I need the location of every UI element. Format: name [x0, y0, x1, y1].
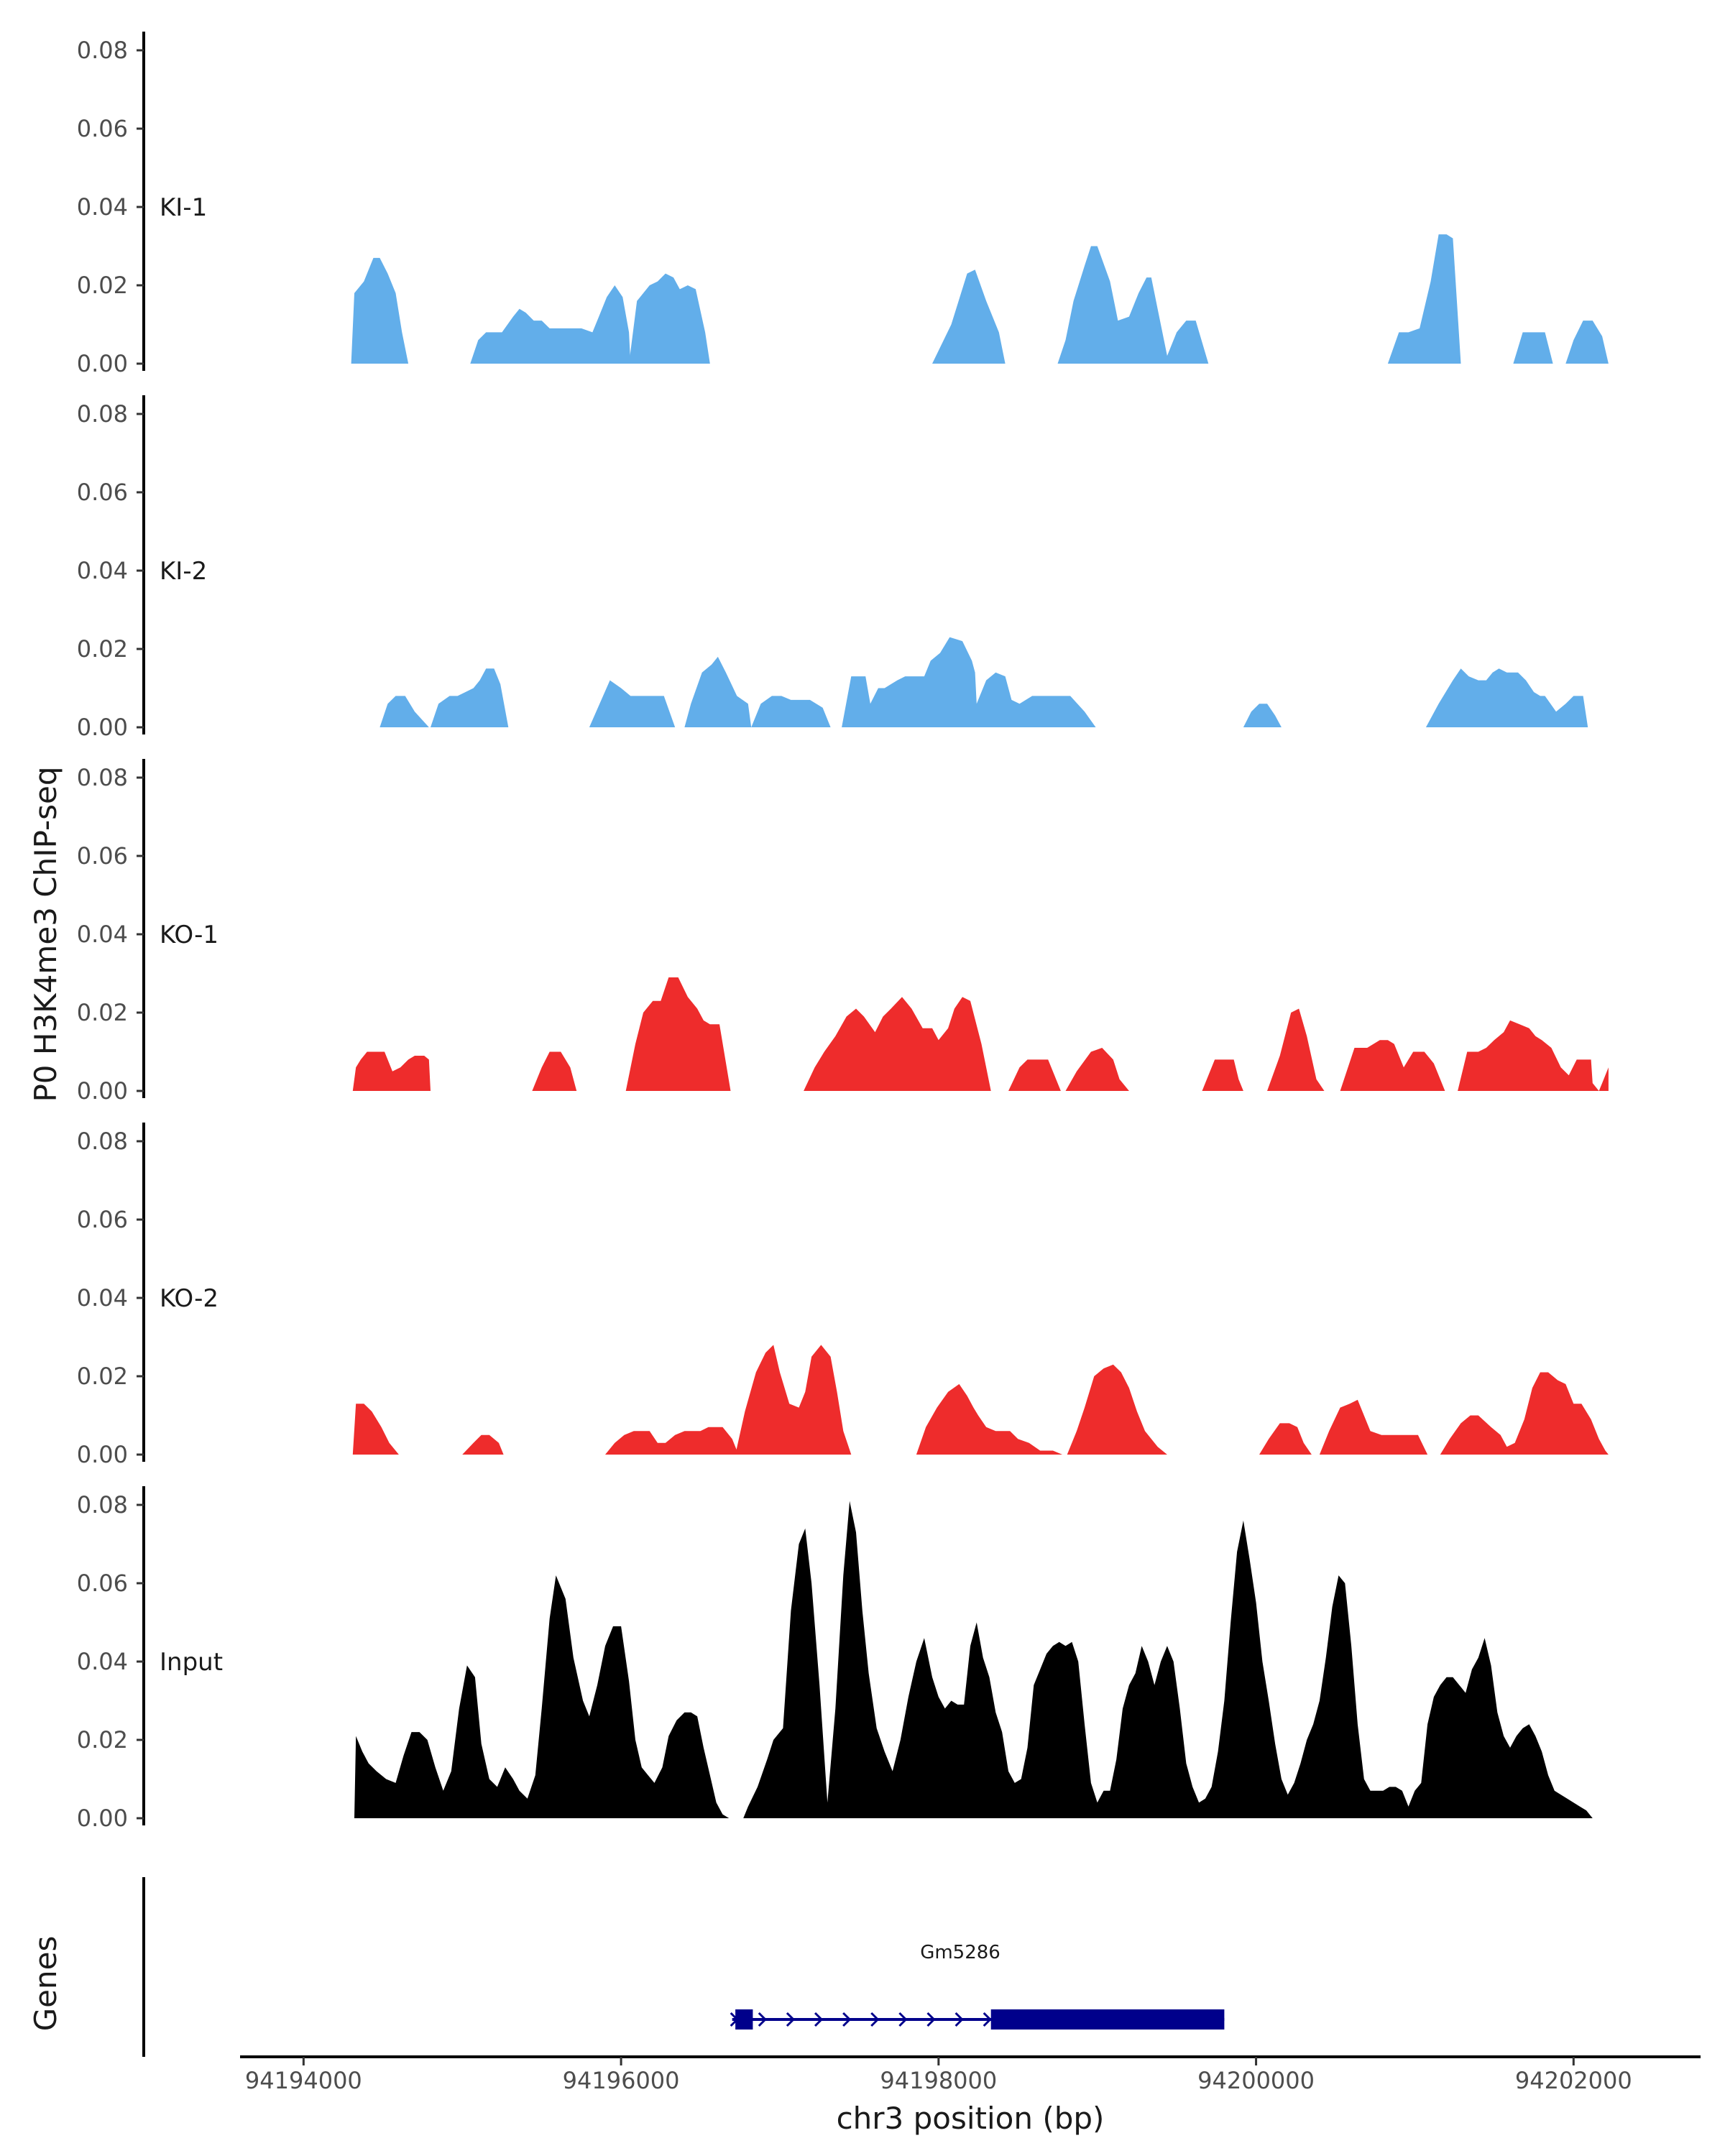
y-tick-label: 0.00: [77, 714, 128, 741]
y-tick-label: 0.06: [77, 479, 128, 506]
genes-label: Genes: [28, 1936, 63, 2032]
signal-area: [1319, 1399, 1428, 1455]
signal-area: [916, 1383, 1063, 1455]
y-tick-label: 0.06: [77, 1570, 128, 1597]
signal-area: [352, 1404, 399, 1455]
gene-models: Gm5286: [730, 1942, 1225, 2030]
signal-area: [629, 273, 710, 364]
signal-area: [1259, 1423, 1312, 1455]
y-tick-label: 0.06: [77, 115, 128, 142]
signal-area: [1008, 1059, 1061, 1091]
strand-arrow: [842, 2012, 852, 2027]
signal-area: [1387, 234, 1461, 364]
signal-area: [431, 668, 509, 727]
signal-area: [743, 1501, 1593, 1818]
y-tick-label: 0.00: [77, 1077, 128, 1105]
signal-area: [351, 257, 409, 364]
y-tick-label: 0.00: [77, 1805, 128, 1832]
y-tick-label: 0.00: [77, 1441, 128, 1468]
x-axis: 94194000 94196000 94198000 94200000 94202000…: [240, 2055, 1701, 2136]
y-tick-label: 0.08: [77, 764, 128, 791]
signal-area: [804, 997, 991, 1091]
y-tick-label: 0.02: [77, 272, 128, 299]
strand-arrow: [983, 2012, 992, 2027]
track-panels: 0.00 0.02 0.04 0.06 0.08 KI-1 0.00 0.02 0.04 0.06…: [77, 32, 1609, 1832]
track-ko-1: 0.00 0.02 0.04 0.06 0.08 KO-1: [77, 759, 1609, 1105]
signal-area: [462, 1434, 504, 1455]
signal-area: [354, 1575, 730, 1818]
signal-area: [1340, 1040, 1445, 1091]
track-ko-2: 0.00 0.02 0.04 0.06 0.08 KO-2: [77, 1123, 1609, 1468]
signal-area: [1202, 1059, 1243, 1091]
signal-area: [735, 1345, 852, 1455]
y-axis-title: P0 H3K4me3 ChIP-seq: [28, 766, 63, 1102]
x-tick-label: 94198000: [880, 2067, 997, 2094]
x-ticks: 94194000 94196000 94198000 94200000 94202000: [245, 2057, 1632, 2094]
signal-area: [589, 680, 676, 727]
strand-arrow: [814, 2012, 824, 2027]
strand-arrow: [954, 2012, 964, 2027]
gene-panel: Genes Gm5286: [28, 1877, 1225, 2057]
track-ki-2: 0.00 0.02 0.04 0.06 0.08 KI-2: [77, 395, 1588, 741]
y-tick-label: 0.04: [77, 1648, 128, 1675]
signal-area: [932, 270, 1006, 364]
x-tick-label: 94196000: [563, 2067, 680, 2094]
strand-arrow: [926, 2012, 936, 2027]
gene-name: Gm5286: [920, 1942, 1000, 1963]
signal-area: [352, 1051, 431, 1091]
signal-area: [684, 656, 831, 727]
track-label: Input: [160, 1648, 223, 1677]
track-input: 0.00 0.02 0.04 0.06 0.08 Input: [77, 1486, 1593, 1832]
signal-area: [1065, 1048, 1129, 1091]
y-tick-label: 0.08: [77, 1128, 128, 1155]
track-label: KI-2: [160, 557, 207, 586]
x-tick-label: 94202000: [1515, 2067, 1632, 2094]
signal-area: [1243, 704, 1282, 727]
y-tick-label: 0.04: [77, 921, 128, 948]
track-label: KO-1: [160, 921, 218, 949]
y-tick-label: 0.04: [77, 1284, 128, 1312]
y-tick-label: 0.02: [77, 1363, 128, 1390]
y-tick-label: 0.00: [77, 350, 128, 377]
gene-exon: [735, 2009, 753, 2030]
y-tick-label: 0.02: [77, 635, 128, 663]
y-tick-label: 0.04: [77, 557, 128, 584]
signal-area: [470, 285, 631, 364]
x-axis-title: chr3 position (bp): [837, 2101, 1105, 2136]
y-tick-label: 0.04: [77, 193, 128, 221]
y-tick-label: 0.06: [77, 842, 128, 870]
signal-area: [605, 1427, 739, 1455]
signal-area: [1513, 332, 1553, 364]
signal-area: [625, 977, 731, 1091]
signal-area: [1425, 668, 1588, 727]
strand-arrow: [870, 2012, 880, 2027]
strand-arrow: [786, 2012, 796, 2027]
signal-area: [380, 696, 429, 727]
gene-exon: [990, 2009, 1225, 2030]
y-tick-label: 0.06: [77, 1206, 128, 1233]
strand-arrow: [898, 2012, 908, 2027]
track-ki-1: 0.00 0.02 0.04 0.06 0.08 KI-1: [77, 32, 1609, 377]
y-tick-label: 0.08: [77, 37, 128, 64]
track-label: KI-1: [160, 193, 207, 222]
signal-area: [1440, 1372, 1609, 1455]
track-label: KO-2: [160, 1284, 218, 1313]
signal-area: [1267, 1008, 1325, 1091]
y-tick-label: 0.02: [77, 1726, 128, 1754]
signal-area: [1565, 321, 1609, 364]
x-tick-label: 94194000: [245, 2067, 362, 2094]
gene-gm5286: Gm5286: [730, 1942, 1225, 2030]
signal-area: [532, 1051, 577, 1091]
x-tick-label: 94200000: [1197, 2067, 1315, 2094]
y-tick-label: 0.08: [77, 400, 128, 428]
signal-area: [842, 637, 1096, 727]
strand-arrow: [758, 2012, 767, 2027]
y-tick-label: 0.08: [77, 1491, 128, 1519]
y-tick-label: 0.02: [77, 999, 128, 1026]
signal-area: [1458, 1020, 1609, 1091]
signal-area: [1067, 1364, 1167, 1455]
signal-area: [1057, 246, 1209, 364]
